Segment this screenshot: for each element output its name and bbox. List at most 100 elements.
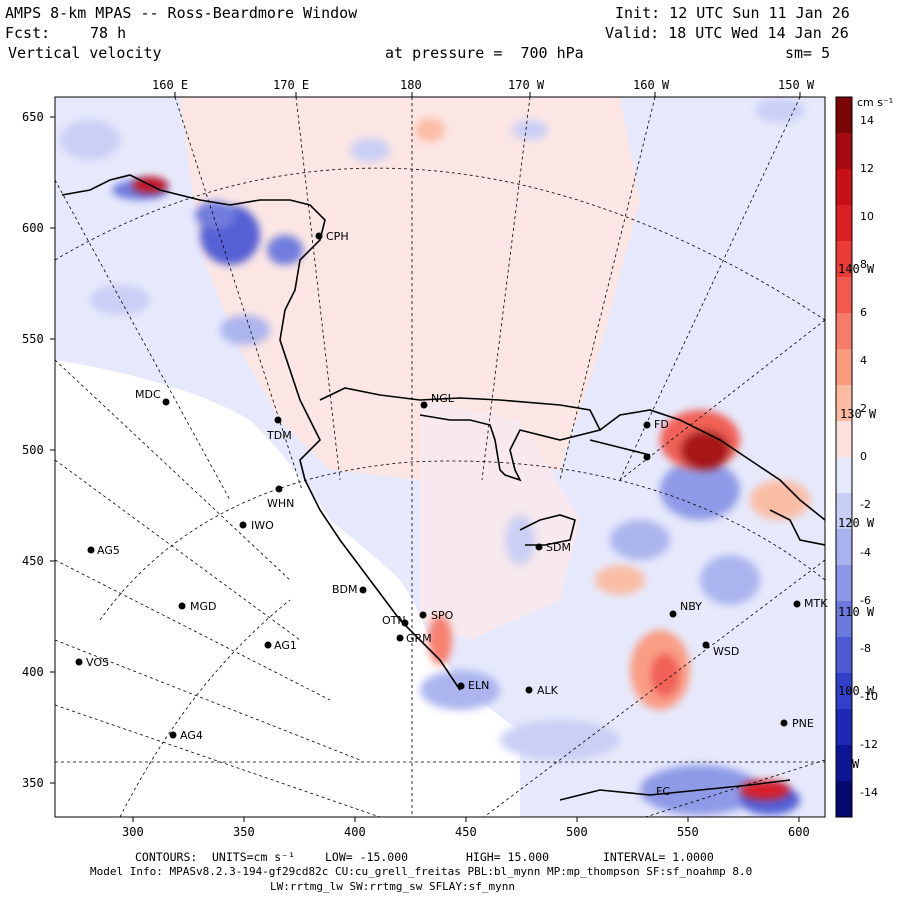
positive-region-central [420, 400, 580, 640]
left-tick-400: 400 [22, 665, 44, 679]
left-tick-450: 450 [22, 554, 44, 568]
station-label: WSD [713, 645, 740, 658]
station-label: ELN [468, 679, 490, 692]
colorbar-swatch [836, 241, 852, 278]
colorbar-swatch [836, 313, 852, 350]
forecast-hour: 78 h [90, 24, 127, 42]
station-dots [75, 232, 801, 739]
station-label: VOS [86, 656, 109, 669]
station-label: SPO [431, 609, 454, 622]
colorbar-swatch [836, 493, 852, 530]
colorbar-label: 8 [860, 258, 867, 271]
colorbar-unit: cm s⁻¹ [857, 96, 894, 109]
station-label: OTN [382, 614, 406, 627]
left-tick-600: 600 [22, 221, 44, 235]
colorbar-label: -6 [860, 594, 871, 607]
colorbar-label: -2 [860, 498, 871, 511]
model-title: AMPS 8-km MPAS -- Ross-Beardmore Window [5, 4, 358, 22]
colorbar-label: 10 [860, 210, 874, 223]
negative-blobs [60, 98, 805, 815]
colorbar-label: 4 [860, 354, 867, 367]
map-frame [54, 96, 826, 818]
colorbar-swatch [836, 637, 852, 674]
top-tick-170e: 170 E [273, 78, 310, 92]
colorbar-label: 2 [860, 402, 867, 415]
footer-units: UNITS=cm s⁻¹ [212, 850, 296, 864]
init-time: Init: 12 UTC Sun 11 Jan 26 [615, 4, 850, 22]
footer-contours-label: CONTOURS: [135, 850, 198, 864]
left-tick-350: 350 [22, 776, 44, 790]
colorbar-swatch [836, 205, 852, 242]
station-label: NBY [680, 600, 702, 613]
station-label: NGL [431, 392, 454, 405]
colorbar-swatch [836, 169, 852, 206]
colorbar-frame [835, 96, 853, 818]
axis-ticks [50, 92, 801, 822]
colorbar-label: 0 [860, 450, 867, 463]
forecast-label: Fcst: [5, 24, 51, 42]
footer-high: HIGH= 15.000 [466, 850, 550, 864]
station-label: MDC [135, 388, 161, 401]
colorbar-swatch [836, 781, 852, 818]
smoothing: sm= 5 [785, 44, 831, 62]
plateau-edge [55, 360, 230, 470]
left-tick-550: 550 [22, 332, 44, 346]
right-lon-110w: 110 W [838, 605, 875, 619]
left-tick-500: 500 [22, 443, 44, 457]
bottom-tick-400: 400 [344, 825, 366, 839]
valid-time: Valid: 18 UTC Wed 14 Jan 26 [605, 24, 849, 42]
station-label: AG4 [180, 729, 203, 742]
colorbar-swatch [836, 349, 852, 386]
colorbar-label: -4 [860, 546, 871, 559]
right-lon-100w: 100 W [838, 684, 875, 698]
right-lon-140w: 140 W [838, 262, 875, 276]
bottom-tick-350: 350 [233, 825, 255, 839]
station-label: CPH [326, 230, 349, 243]
station-label: MTK [804, 597, 828, 610]
colorbar-label: -8 [860, 642, 871, 655]
colorbar-swatch [836, 709, 852, 746]
field-name: Vertical velocity [8, 44, 162, 62]
colorbar-swatch [836, 529, 852, 566]
plateau-no-data [55, 360, 520, 817]
bottom-tick-500: 500 [566, 825, 588, 839]
top-tick-160w: 160 W [633, 78, 670, 92]
footer-physics: LW:rrtmg_lw SW:rrtmg_sw SFLAY:sf_mynn [270, 880, 516, 893]
footer-model-info: Model Info: MPASv8.2.3-194-gf29cd82c CU:… [90, 865, 753, 878]
top-tick-160e: 160 E [152, 78, 189, 92]
colorbar-label: -14 [860, 786, 878, 799]
colorbar-swatch [836, 565, 852, 602]
colorbar-label: 12 [860, 162, 874, 175]
station-label: AG1 [274, 639, 297, 652]
top-tick-150w: 150 W [778, 78, 815, 92]
colorbar-label: 14 [860, 114, 874, 127]
bottom-tick-450: 450 [455, 825, 477, 839]
station-label: SDM [546, 541, 571, 554]
bottom-tick-600: 600 [788, 825, 810, 839]
colorbar [835, 96, 853, 818]
colorbar-swatch [836, 673, 852, 710]
graticule [55, 97, 825, 817]
station-label: BDM [332, 583, 358, 596]
right-lon-120w: 120 W [838, 516, 875, 530]
station-label: AG5 [97, 544, 120, 557]
right-lon-130w: 130 W [840, 407, 877, 421]
bottom-tick-550: 550 [677, 825, 699, 839]
station-label: IWO [251, 519, 274, 532]
colorbar-label: -12 [860, 738, 878, 751]
footer-low: LOW= -15.000 [325, 850, 409, 864]
top-tick-180: 180 [400, 78, 422, 92]
colorbar-label: -10 [860, 690, 878, 703]
station-label: MGD [190, 600, 217, 613]
bottom-tick-300: 300 [122, 825, 144, 839]
colorbar-swatch [836, 601, 852, 638]
left-tick-650: 650 [22, 110, 44, 124]
colorbar-swatch [836, 97, 852, 134]
station-label: ALK [537, 684, 558, 697]
colorbar-swatch [836, 457, 852, 494]
colorbar-swatch [836, 421, 852, 458]
colorbar-swatch [836, 277, 852, 314]
station-label: FC [656, 785, 671, 798]
station-label: FD [654, 418, 669, 431]
